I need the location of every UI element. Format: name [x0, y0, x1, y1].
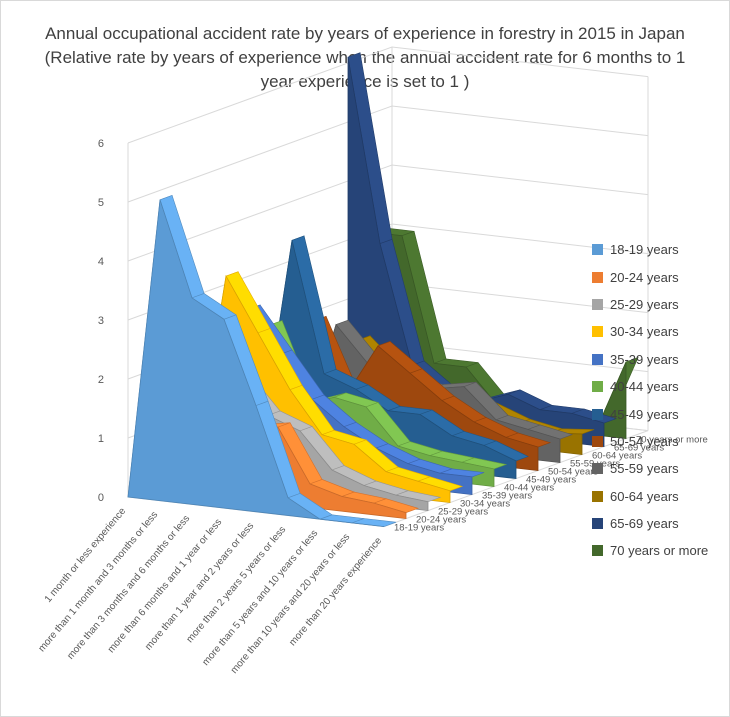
legend-item: 55-59 years [592, 455, 727, 482]
legend-swatch [592, 463, 603, 475]
legend-label: 60-64 years [610, 488, 679, 504]
y-tick-label: 3 [98, 315, 104, 327]
y-tick-label: 6 [98, 138, 104, 150]
x-tick-label: more than 3 months and 6 months or less [65, 513, 192, 661]
depth-tick-label: 65-69 years [614, 443, 664, 454]
gridline [127, 105, 649, 203]
legend-label: 30-34 years [610, 324, 679, 340]
legend-label: 65-69 years [610, 516, 679, 532]
legend-label: 20-24 years [610, 269, 679, 285]
legend-label: 40-44 years [610, 379, 679, 395]
legend-item: 30-34 years [592, 318, 727, 345]
series-area [127, 199, 385, 527]
legend-swatch [592, 490, 603, 502]
legend-label: 18-19 years [610, 242, 679, 258]
legend-item: 20-24 years [592, 263, 727, 290]
legend-item: 60-64 years [592, 483, 727, 510]
depth-tick-label: 30-34 years [460, 499, 510, 510]
series-group [127, 52, 639, 527]
legend-label: 35-39 years [610, 351, 679, 367]
depth-tick-label: 18-19 years [394, 523, 444, 534]
legend-swatch [592, 353, 603, 365]
legend-item: 40-44 years [592, 373, 727, 400]
legend-item: 25-29 years [592, 291, 727, 318]
legend-item: 35-39 years [592, 346, 727, 373]
depth-tick-label: 35-39 years [482, 491, 532, 502]
legend-swatch [592, 381, 603, 393]
depth-tick-label: 25-29 years [438, 507, 488, 518]
legend-swatch [592, 518, 603, 530]
legend-label: 50-54 years [610, 433, 679, 449]
y-axis: 0 1 2 3 4 5 6 [98, 138, 104, 504]
y-tick-label: 0 [98, 492, 104, 504]
y-tick-label: 4 [98, 256, 104, 268]
depth-tick-label: 45-49 years [526, 475, 576, 486]
gridline [127, 46, 649, 144]
depth-tick-label: 50-54 years [548, 467, 598, 478]
legend-swatch [592, 298, 603, 310]
depth-tick-label: 40-44 years [504, 483, 554, 494]
series-18-19-years [127, 194, 397, 527]
legend-item: 65-69 years [592, 510, 727, 537]
legend-label: 45-49 years [610, 406, 679, 422]
legend-swatch [592, 545, 603, 557]
legend-swatch [592, 408, 603, 420]
y-tick-label: 5 [98, 197, 104, 209]
depth-tick-label: 20-24 years [416, 515, 466, 526]
legend-label: 70 years or more [610, 543, 709, 559]
depth-tick-label: 60-64 years [592, 451, 642, 462]
legend-swatch [592, 244, 603, 256]
y-tick-label: 1 [98, 433, 104, 445]
y-tick-label: 2 [98, 374, 104, 386]
legend-swatch [592, 326, 603, 338]
legend-swatch [592, 435, 603, 447]
legend-label: 25-29 years [610, 296, 679, 312]
legend-item: 50-54 years [592, 428, 727, 455]
legend-item: 70 years or more [592, 537, 727, 564]
legend-item: 45-49 years [592, 400, 727, 427]
chart-legend: 18-19 years 20-24 years 25-29 years 30-34 y… [592, 236, 727, 565]
legend-label: 55-59 years [610, 461, 679, 477]
depth-tick-label: 70 years or more [636, 435, 708, 446]
legend-swatch [592, 271, 603, 283]
legend-item: 18-19 years [592, 236, 727, 263]
